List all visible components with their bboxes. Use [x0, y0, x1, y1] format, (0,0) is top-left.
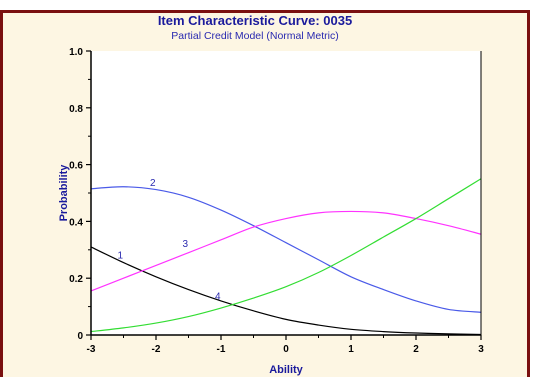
y-tick-label: 0.6 [69, 161, 83, 172]
y-axis-label: Probability [58, 164, 70, 222]
y-tick-label: 0.4 [69, 217, 83, 228]
x-tick-label: 3 [478, 344, 484, 355]
curve-category-4 [90, 178, 482, 333]
curve-labels-group: 1 2 3 4 [117, 178, 221, 303]
x-tick-label: -1 [217, 344, 226, 355]
x-tick-label: 2 [413, 344, 419, 355]
chart-panel: Item Characteristic Curve: 0035 Partial … [0, 10, 530, 377]
x-tick-label: -2 [152, 344, 161, 355]
x-ticks-group: -3 -2 -1 0 1 2 3 [87, 335, 484, 355]
y-tick-label: 0.8 [69, 104, 83, 115]
curves-group [90, 178, 482, 336]
curve-label-1: 1 [117, 250, 123, 261]
x-tick-label: 0 [283, 344, 289, 355]
x-tick-label: -3 [87, 344, 96, 355]
x-tick-label: 1 [348, 344, 354, 355]
curve-label-3: 3 [182, 239, 188, 250]
curve-category-2 [90, 186, 482, 313]
y-tick-label: 0.2 [69, 274, 83, 285]
plot-area [91, 51, 481, 335]
curve-label-2: 2 [150, 178, 156, 189]
x-axis-label: Ability [269, 364, 303, 376]
y-tick-label: 1.0 [69, 47, 83, 58]
y-ticks-group: 0 0.2 0.4 0.6 0.8 1.0 [69, 47, 91, 342]
chart-title: Item Characteristic Curve: 0035 [158, 13, 352, 28]
y-tick-label: 0 [77, 331, 83, 342]
curve-category-1 [90, 246, 482, 336]
icc-chart: Item Characteristic Curve: 0035 Partial … [58, 13, 484, 376]
curve-label-4: 4 [215, 292, 221, 303]
chart-subtitle: Partial Credit Model (Normal Metric) [171, 30, 338, 42]
